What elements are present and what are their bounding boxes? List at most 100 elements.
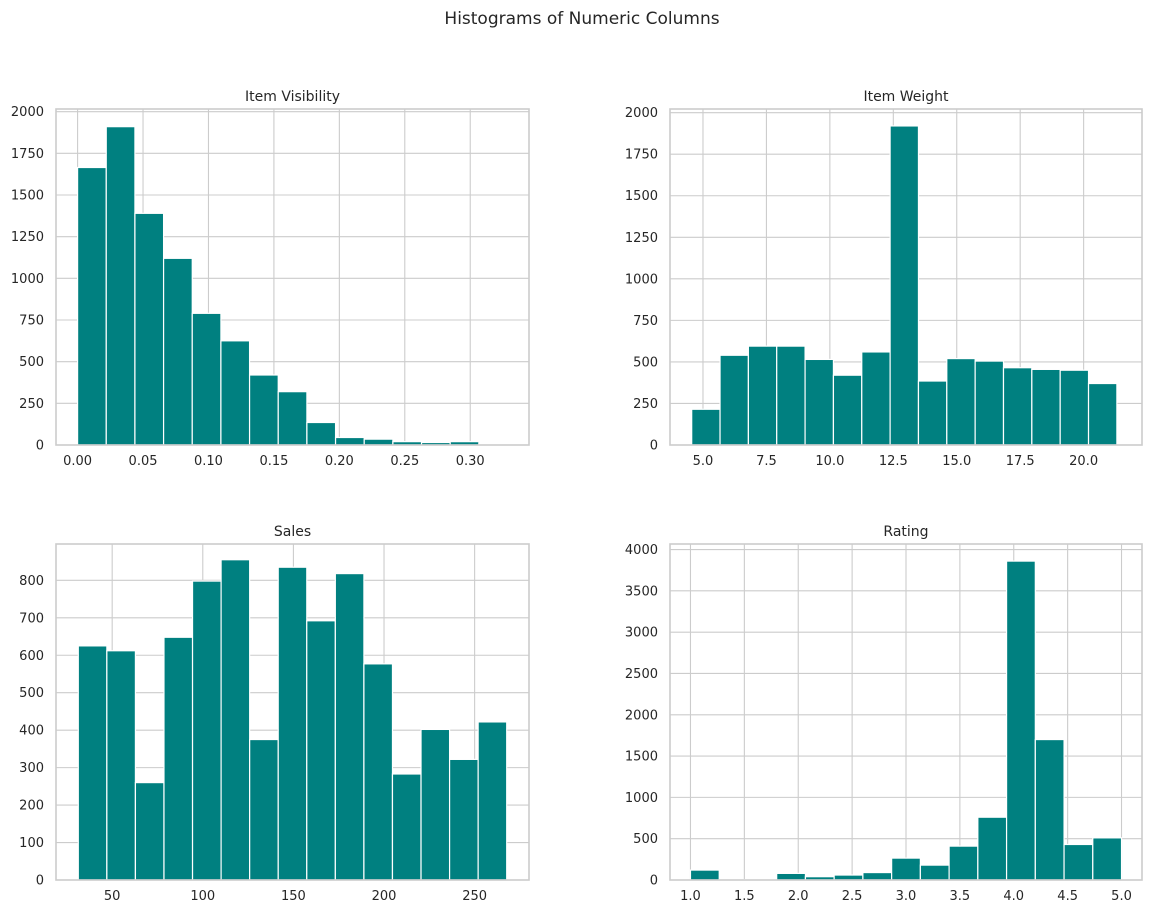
histogram-bar xyxy=(804,358,835,446)
x-tick-label: 20.0 xyxy=(1069,454,1098,469)
histogram-bar xyxy=(134,782,165,881)
histogram-bar xyxy=(776,345,806,446)
figure-title: Histograms of Numeric Columns xyxy=(444,9,719,29)
x-tick-label: 2.5 xyxy=(842,889,863,904)
histogram-bar xyxy=(889,125,920,446)
histogram-bar xyxy=(420,728,451,881)
y-tick-label: 800 xyxy=(19,574,44,589)
histogram-bar xyxy=(105,126,136,446)
bars xyxy=(691,125,1118,446)
y-tick-label: 2500 xyxy=(625,667,658,682)
x-tick-label: 12.5 xyxy=(879,454,908,469)
histogram-panel-2: Item Weight 5.0 7.5 10.0 12.5 15.0 17.5 20.0 0 25… xyxy=(625,89,1143,469)
y-tick-label: 2000 xyxy=(625,708,658,723)
y-tick-label: 500 xyxy=(633,355,658,370)
histogram-bar xyxy=(220,559,251,881)
histogram-panel-3: Sales 50 100 150 200 250 0 100 200 300 400 500 600 70… xyxy=(19,524,530,904)
histogram-bar xyxy=(1005,560,1036,881)
histogram-bar xyxy=(974,360,1005,446)
histogram-bar xyxy=(363,438,394,446)
y-tick-label: 750 xyxy=(633,314,658,329)
histogram-bar xyxy=(248,374,279,446)
panel-title: Rating xyxy=(883,524,928,540)
x-tick-label: 150 xyxy=(281,889,306,904)
bars xyxy=(76,126,509,446)
x-tick-label: 100 xyxy=(190,889,215,904)
x-tick-label: 15.0 xyxy=(942,454,971,469)
histogram-bar xyxy=(334,572,365,881)
histogram-bar xyxy=(163,636,194,881)
histogram-bar xyxy=(191,312,222,446)
x-tick-label: 5.0 xyxy=(693,454,714,469)
histogram-bar xyxy=(1063,843,1094,881)
y-tick-label: 0 xyxy=(650,874,658,889)
y-tick-label: 1250 xyxy=(11,230,44,245)
y-tick-label: 1500 xyxy=(625,189,658,204)
y-tick-label: 700 xyxy=(19,611,44,626)
x-tick-label: 0.30 xyxy=(456,454,485,469)
x-tick-label: 200 xyxy=(372,889,397,904)
x-tick-label: 17.5 xyxy=(1006,454,1035,469)
x-tick-label: 0.10 xyxy=(194,454,223,469)
histogram-bar xyxy=(977,816,1008,881)
histogram-bar xyxy=(306,620,336,881)
gridlines xyxy=(670,544,1142,881)
x-tick-label: 10.0 xyxy=(815,454,844,469)
panel-title: Sales xyxy=(274,524,311,540)
histogram-bar xyxy=(946,357,976,446)
panel-title: Item Weight xyxy=(863,89,949,105)
histogram-bar xyxy=(689,869,720,881)
histogram-bar xyxy=(334,436,365,446)
x-tick-label: 50 xyxy=(104,889,121,904)
y-tick-label: 500 xyxy=(633,832,658,847)
x-tick-label: 0.20 xyxy=(325,454,354,469)
histogram-bar xyxy=(277,566,308,881)
histogram-bar xyxy=(134,212,165,446)
axes-frame xyxy=(669,108,1143,446)
histogram-bar xyxy=(1031,368,1061,446)
y-tick-label: 4000 xyxy=(625,543,658,558)
y-tick-label: 1500 xyxy=(625,750,658,765)
y-tick-label: 3500 xyxy=(625,584,658,599)
histogram-bar xyxy=(861,351,891,446)
x-tick-label: 0.25 xyxy=(390,454,419,469)
histogram-bar xyxy=(391,773,422,881)
y-tick-label: 200 xyxy=(19,799,44,814)
y-tick-label: 1000 xyxy=(625,272,658,287)
histogram-bar xyxy=(891,857,921,881)
y-tick-label: 1500 xyxy=(11,189,44,204)
y-tick-label: 100 xyxy=(19,836,44,851)
histogram-bar xyxy=(691,408,721,446)
histogram-bar xyxy=(162,257,193,446)
y-tick-label: 1750 xyxy=(11,147,44,162)
histogram-bar xyxy=(477,721,508,881)
y-tick-label: 250 xyxy=(19,397,44,412)
y-tick-label: 1000 xyxy=(625,791,658,806)
histogram-bar xyxy=(220,340,251,446)
x-tick-label: 3.0 xyxy=(896,889,917,904)
y-tick-label: 1000 xyxy=(11,272,44,287)
axes-frame xyxy=(669,543,1143,881)
axes-frame xyxy=(55,108,530,446)
y-tick-label: 1750 xyxy=(625,148,658,163)
histogram-bar xyxy=(191,580,222,881)
histogram-bar xyxy=(1059,369,1090,446)
histogram-bar xyxy=(306,421,337,446)
histogram-bar xyxy=(747,345,778,446)
histogram-bar xyxy=(862,871,893,881)
x-tick-label: 0.15 xyxy=(259,454,288,469)
y-tick-label: 400 xyxy=(19,724,44,739)
x-tick-label: 3.5 xyxy=(950,889,971,904)
bars xyxy=(77,559,508,881)
x-tick-label: 4.5 xyxy=(1057,889,1078,904)
histogram-bar xyxy=(832,374,863,446)
y-tick-label: 0 xyxy=(36,439,44,454)
histogram-bar xyxy=(1002,367,1033,446)
x-tick-label: 1.5 xyxy=(734,889,755,904)
histogram-bar xyxy=(106,650,137,881)
y-tick-label: 0 xyxy=(650,439,658,454)
histogram-panel-4: Rating 1.0 1.5 2.0 2.5 3.0 3.5 4.0 4.5 5.0 0 500 100… xyxy=(625,524,1143,904)
axes-frame xyxy=(55,543,530,881)
histogram-bar xyxy=(1034,738,1065,881)
histogram-bar xyxy=(948,845,979,881)
